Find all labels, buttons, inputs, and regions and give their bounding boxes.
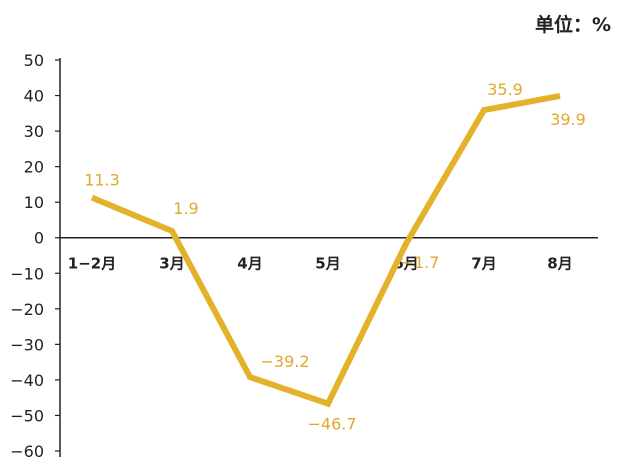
data-label: −46.7 (307, 415, 356, 434)
y-tick-label: 30 (24, 122, 44, 141)
y-tick-label: −40 (10, 371, 44, 390)
y-tick-label: 20 (24, 158, 44, 177)
x-axis: 1−2月 3月 4月 5月 6月 7月 8月 (60, 236, 598, 273)
series-line (90, 92, 561, 408)
x-category-label: 5月 (315, 255, 340, 273)
y-tick-label: −60 (10, 442, 44, 459)
x-category-label: 4月 (237, 255, 262, 273)
data-label: 35.9 (487, 80, 523, 99)
x-category-label: 3月 (159, 255, 184, 273)
x-category-label: 1−2月 (68, 255, 116, 273)
data-labels: 11.3 1.9 −39.2 −46.7 −1.7 35.9 39.9 (84, 80, 586, 434)
data-label: 11.3 (84, 171, 120, 190)
y-tick-label: 0 (34, 229, 44, 248)
data-label: 39.9 (550, 110, 586, 129)
data-label: 1.9 (173, 199, 198, 218)
y-tick-label: −10 (10, 264, 44, 283)
y-tick-label: 40 (24, 87, 44, 106)
x-category-label: 7月 (471, 255, 496, 273)
y-tick-label: −50 (10, 406, 44, 425)
data-label: −39.2 (260, 352, 309, 371)
y-tick-label: 10 (24, 193, 44, 212)
data-label: −1.7 (401, 253, 440, 272)
y-tick-label: −30 (10, 335, 44, 354)
x-category-label: 8月 (547, 255, 572, 273)
y-tick-label: 50 (24, 51, 44, 70)
y-tick-label: −20 (10, 300, 44, 319)
series (90, 92, 561, 408)
unit-label: 单位：% (534, 14, 611, 36)
y-axis: 50 40 30 20 10 0 −10 −20 −30 −40 −50 −60 (10, 51, 61, 459)
